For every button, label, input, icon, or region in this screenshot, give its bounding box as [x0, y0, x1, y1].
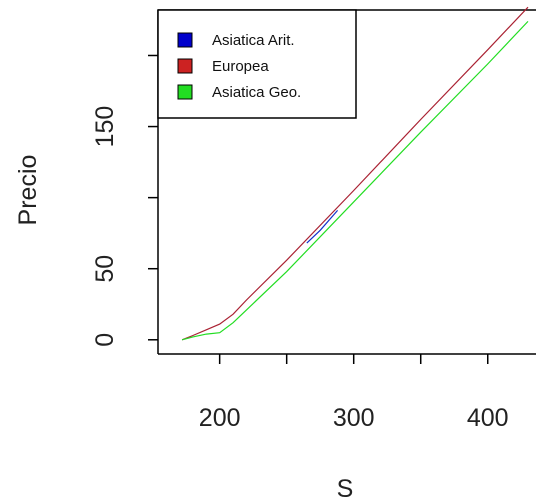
- legend: Asiatica Arit. Europea Asiatica Geo.: [157, 9, 357, 119]
- legend-label-2: Europea: [212, 58, 269, 75]
- x-tick-label-400: 400: [467, 404, 509, 432]
- legend-swatch-3: [177, 84, 193, 100]
- legend-label-3: Asiatica Geo.: [212, 84, 301, 101]
- y-tick-label-50: 50: [91, 255, 119, 283]
- legend-swatch-1: [177, 32, 193, 48]
- series-line-3: [306, 210, 339, 244]
- y-tick-label-150: 150: [91, 106, 119, 148]
- legend-label-1: Asiatica Arit.: [212, 32, 295, 49]
- series-line-1: [181, 6, 529, 341]
- x-tick-label-300: 300: [333, 404, 375, 432]
- y-axis-title: Precio: [14, 155, 42, 226]
- legend-swatch-2: [177, 58, 193, 74]
- axes: 200 300 400 0 50 150: [91, 54, 509, 432]
- series-line-2: [181, 20, 529, 341]
- x-tick-label-200: 200: [199, 404, 241, 432]
- x-axis-title: S: [337, 475, 354, 502]
- series-layer: [181, 6, 529, 341]
- y-tick-label-0: 0: [91, 333, 119, 347]
